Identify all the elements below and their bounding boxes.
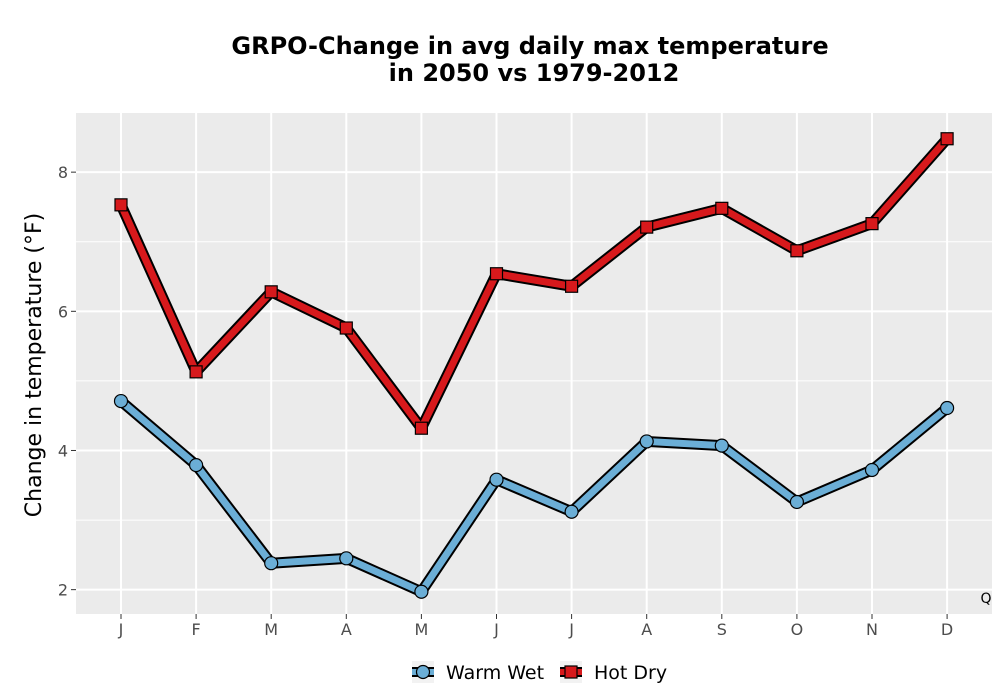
data-point: [789, 494, 805, 510]
legend-item-warm-wet: Warm Wet: [412, 661, 544, 684]
legend-label: Warm Wet: [446, 662, 544, 684]
x-tick-label: N: [866, 620, 878, 639]
data-point: [489, 267, 504, 281]
y-axis-ticks: 2 4 6 8: [58, 163, 76, 600]
data-point: [865, 217, 879, 231]
x-tick-label: A: [641, 620, 652, 639]
legend-label: Hot Dry: [594, 662, 667, 684]
series-line: [117, 397, 951, 596]
data-point: [939, 400, 955, 416]
data-point: [414, 421, 428, 435]
x-tick-label: S: [717, 620, 727, 639]
data-point: [715, 201, 729, 215]
data-point: [640, 220, 654, 234]
data-point: [264, 285, 278, 299]
data-point: [489, 472, 504, 487]
legend: Warm Wet Hot Dry: [412, 661, 667, 684]
data-point: [790, 244, 804, 258]
corner-label: Q: [980, 591, 991, 607]
x-tick-label: O: [791, 620, 804, 639]
series-warm-wet: [113, 393, 955, 599]
x-tick-label: M: [414, 620, 428, 639]
series-layer: [113, 132, 955, 599]
y-tick-label: 4: [58, 441, 68, 460]
chart-title-line-1: GRPO-Change in avg daily max temperature: [231, 32, 828, 60]
legend-key-marker: [415, 664, 431, 680]
data-point: [339, 551, 354, 566]
x-tick-label: D: [941, 620, 953, 639]
x-tick-label: J: [118, 620, 124, 639]
data-point: [339, 321, 353, 335]
y-axis-label: Change in temperature (°F): [22, 213, 47, 517]
data-point: [189, 365, 203, 379]
data-point: [414, 584, 429, 599]
grid-minor: [76, 241, 992, 521]
plot-panel: [76, 113, 992, 614]
x-tick-label: M: [264, 620, 278, 639]
y-tick-label: 6: [58, 302, 68, 321]
data-point: [864, 462, 880, 478]
data-point: [714, 438, 729, 453]
x-tick-label: J: [568, 620, 574, 639]
series-line: [117, 135, 951, 432]
legend-item-hot-dry: Hot Dry: [560, 661, 667, 684]
series-hot-dry: [114, 132, 954, 435]
legend-key-marker: [564, 665, 578, 679]
grid-major: [76, 113, 992, 614]
data-point: [639, 434, 654, 449]
data-point: [113, 393, 129, 409]
data-point: [940, 132, 954, 146]
x-tick-label: A: [341, 620, 352, 639]
data-point: [189, 457, 204, 473]
y-tick-label: 8: [58, 163, 68, 182]
chart-title-line-2: in 2050 vs 1979-2012: [389, 59, 680, 87]
data-point: [264, 556, 279, 571]
x-tick-label: J: [493, 620, 499, 639]
data-point: [114, 198, 128, 212]
x-tick-label: F: [191, 620, 200, 639]
data-point: [564, 504, 579, 519]
y-tick-label: 2: [58, 581, 68, 600]
data-point: [564, 279, 579, 293]
